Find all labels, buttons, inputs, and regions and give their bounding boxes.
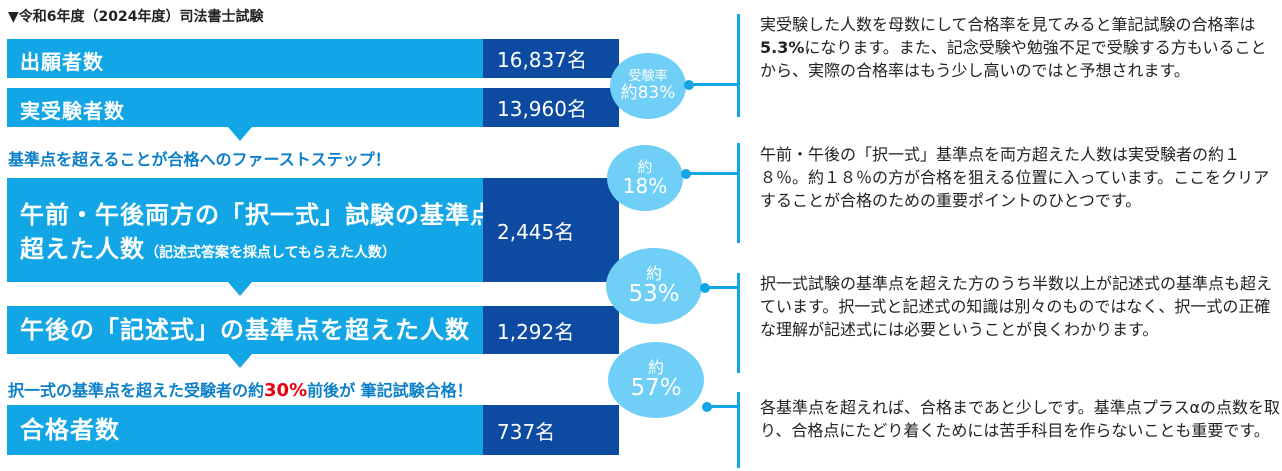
- note-1: 実受験した人数を母数にして合格率を見てみると筆記試験の合格率は 5.3%になります…: [760, 13, 1280, 82]
- bubble-2-line2: 18%: [622, 174, 668, 199]
- examinees-label: 実受験者数: [20, 99, 125, 123]
- connector-bracket: [737, 392, 740, 468]
- connector-dot: [702, 402, 712, 412]
- examinees-value: 13,960名: [497, 97, 587, 121]
- passed-both-label-line1: 午前・午後両方の「択一式」試験の基準点を: [20, 201, 520, 229]
- examinees-value-box: 13,960名: [483, 88, 619, 127]
- down-arrow-icon: [228, 354, 252, 368]
- connector-dot: [700, 283, 710, 293]
- note-2: 午前・午後の「択一式」基準点を両方超えた人数は実受験者の約１８％。約１８％の方が…: [760, 145, 1270, 210]
- note-4: 各基準点を超えれば、合格まであと少しです。基準点プラスαの点数を取り、合格点にた…: [760, 398, 1280, 440]
- connector-line: [689, 172, 738, 175]
- down-arrow-icon: [228, 282, 252, 296]
- successful-value-box: 737名: [483, 405, 619, 455]
- connector-dot: [684, 80, 694, 90]
- successful-value: 737名: [497, 419, 556, 444]
- rate-bubble-4: 約 57%: [608, 342, 704, 418]
- first-step-caption: 基準点を超えることが合格へのファーストステップ！: [8, 150, 391, 169]
- successful-bar: 合格者数: [7, 405, 483, 455]
- connector-bracket: [737, 273, 740, 373]
- applicants-value: 16,837名: [497, 48, 587, 72]
- note-1-before: 実受験した人数を母数にして合格率を見てみると筆記試験の合格率は: [760, 15, 1256, 34]
- bubble-3-line1: 約: [645, 263, 662, 283]
- pass-caption-highlight: 30%: [264, 380, 308, 401]
- bubble-2-line1: 約: [637, 157, 653, 176]
- bubble-1-line1: 受験率: [628, 68, 668, 84]
- applicants-label: 出願者数: [20, 50, 104, 74]
- note-3: 択一式試験の基準点を超えた方のうち半数以上が記述式の基準点も超えています。択一式…: [760, 274, 1273, 339]
- note-1-after: になります。また、記念受験や勉強不足で受験する方もいることから、実際の合格率はも…: [760, 38, 1267, 80]
- essay-bar: 午後の「記述式」の基準点を超えた人数: [7, 306, 483, 354]
- down-arrow-icon: [228, 127, 252, 141]
- connector-line: [692, 83, 738, 86]
- chart-heading: ▼令和6年度（2024年度）司法書士試験: [8, 9, 264, 25]
- rate-bubble-3: 約 53%: [606, 248, 702, 324]
- applicants-bar: 出願者数: [7, 39, 483, 78]
- passed-both-label-note: （記述式答案を採点してもらえた人数）: [145, 245, 396, 261]
- passed-both-bar: 午前・午後両方の「択一式」試験の基準点を 超えた人数（記述式答案を採点してもらえ…: [7, 178, 519, 282]
- essay-value: 1,292名: [497, 319, 575, 344]
- bubble-4-line1: 約: [647, 357, 664, 377]
- examinees-bar: 実受験者数: [7, 88, 483, 127]
- connector-bracket: [737, 143, 740, 243]
- note-1-bold: 5.3%: [760, 38, 805, 57]
- passed-both-value: 2,445名: [497, 219, 575, 244]
- successful-label: 合格者数: [20, 416, 120, 444]
- passed-both-value-box: 2,445名: [483, 178, 619, 282]
- pass-caption-after: 前後が 筆記試験合格！: [307, 381, 473, 400]
- pass-caption-before: 択一式の基準点を超えた受験者の約: [8, 381, 265, 400]
- connector-dot: [681, 169, 691, 179]
- connector-bracket: [737, 14, 740, 117]
- applicants-value-box: 16,837名: [483, 39, 619, 78]
- rate-bubble-1: 受験率 約83%: [610, 53, 686, 119]
- essay-value-box: 1,292名: [483, 306, 619, 354]
- bubble-3-line2: 53%: [628, 281, 680, 308]
- connector-line: [710, 405, 738, 408]
- essay-label: 午後の「記述式」の基準点を超えた人数: [20, 316, 470, 344]
- bubble-4-line2: 57%: [630, 375, 682, 402]
- passed-both-label-line2: 超えた人数: [20, 235, 145, 263]
- connector-line: [708, 286, 738, 289]
- pass-caption: 択一式の基準点を超えた受験者の約30%前後が 筆記試験合格！: [8, 377, 473, 401]
- passed-both-label-line2-wrap: 超えた人数（記述式答案を採点してもらえた人数）: [20, 232, 396, 266]
- bubble-1-line2: 約83%: [620, 82, 676, 103]
- rate-bubble-2: 約 18%: [607, 145, 683, 211]
